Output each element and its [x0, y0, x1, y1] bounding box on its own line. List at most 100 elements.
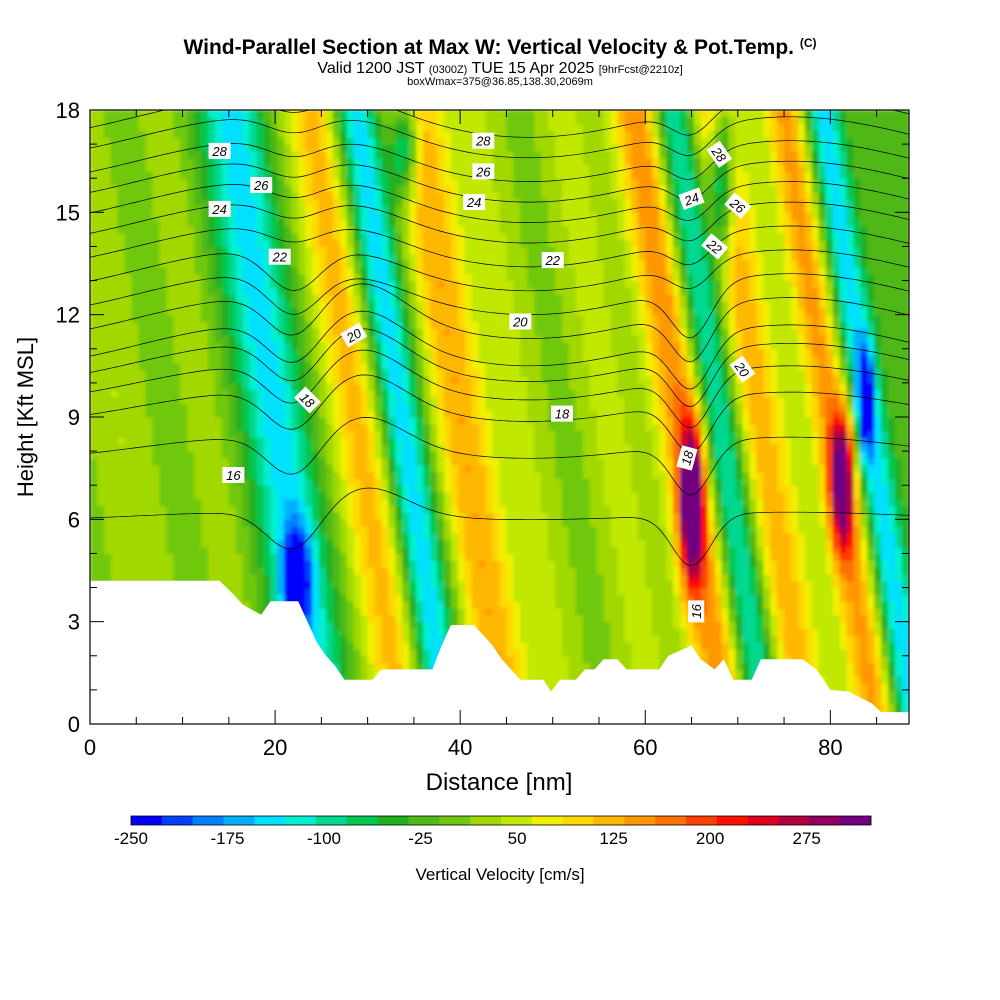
velocity-cell [450, 423, 459, 432]
velocity-cell [360, 662, 369, 670]
velocity-cell [187, 321, 195, 329]
velocity-cell [367, 266, 376, 275]
velocity-cell [201, 403, 209, 411]
velocity-cell [457, 546, 466, 554]
velocity-cell [416, 355, 424, 363]
velocity-cell [152, 110, 160, 118]
velocity-cell [395, 560, 403, 568]
velocity-cell [187, 526, 195, 534]
velocity-cell [103, 266, 112, 275]
velocity-cell [395, 621, 403, 630]
velocity-cell [402, 171, 410, 179]
velocity-cell [291, 314, 299, 323]
velocity-cell [423, 560, 431, 568]
velocity-cell [409, 178, 417, 186]
velocity-cell [388, 260, 396, 268]
velocity-cell [90, 369, 98, 377]
velocity-cell [208, 533, 216, 541]
velocity-cell [221, 348, 230, 357]
velocity-cell [96, 301, 105, 309]
velocity-cell [228, 444, 237, 452]
velocity-cell [416, 573, 424, 582]
velocity-cell [388, 137, 396, 145]
velocity-cell [360, 437, 369, 445]
velocity-cell [138, 355, 147, 363]
velocity-cell [305, 342, 313, 350]
velocity-cell [423, 539, 431, 548]
velocity-cell [159, 157, 167, 166]
velocity-cell [138, 410, 147, 418]
velocity-cell [395, 410, 403, 418]
velocity-cell [346, 642, 355, 650]
velocity-cell [332, 492, 341, 500]
velocity-cell [402, 560, 410, 568]
velocity-cell [187, 457, 195, 466]
velocity-cell [180, 451, 188, 459]
velocity-cell [464, 567, 473, 575]
velocity-cell [124, 130, 133, 138]
velocity-cell [194, 471, 202, 479]
velocity-cell [249, 546, 258, 554]
velocity-cell [430, 226, 438, 234]
velocity-cell [409, 608, 417, 616]
velocity-cell [103, 328, 112, 336]
velocity-cell [249, 539, 258, 548]
velocity-cell [360, 226, 369, 234]
velocity-cell [450, 280, 459, 288]
velocity-cell [312, 123, 320, 131]
velocity-cell [208, 260, 216, 268]
velocity-cell [305, 185, 313, 193]
velocity-cell [96, 533, 105, 541]
velocity-cell [367, 144, 376, 152]
velocity-cell [208, 369, 216, 377]
velocity-cell [409, 512, 417, 520]
velocity-cell [152, 301, 160, 309]
velocity-cell [221, 342, 230, 350]
velocity-cell [145, 478, 153, 486]
velocity-cell [367, 642, 376, 650]
velocity-cell [360, 492, 369, 500]
velocity-cell [166, 116, 174, 125]
velocity-cell [256, 280, 265, 288]
velocity-cell [277, 335, 285, 343]
velocity-cell [353, 130, 362, 138]
velocity-cell [235, 451, 244, 459]
velocity-cell [103, 430, 112, 438]
velocity-cell [353, 191, 362, 200]
velocity-cell [138, 123, 147, 131]
velocity-cell [464, 110, 473, 118]
velocity-cell [416, 498, 424, 507]
velocity-cell [291, 273, 299, 282]
velocity-cell [423, 614, 431, 623]
velocity-cell [214, 355, 223, 363]
velocity-cell [235, 417, 244, 425]
velocity-cell [96, 137, 105, 145]
velocity-cell [312, 533, 320, 541]
velocity-cell [360, 423, 369, 432]
velocity-cell [145, 314, 153, 323]
velocity-cell [416, 662, 424, 670]
velocity-cell [214, 342, 223, 350]
velocity-cell [312, 492, 320, 500]
velocity-cell [388, 614, 396, 623]
velocity-cell [423, 546, 431, 554]
velocity-cell [291, 560, 299, 568]
velocity-cell [305, 294, 313, 302]
velocity-cell [96, 417, 105, 425]
velocity-cell [166, 505, 174, 514]
velocity-cell [131, 226, 140, 234]
velocity-cell [124, 287, 133, 295]
velocity-cell [221, 232, 230, 241]
velocity-cell [263, 273, 271, 282]
velocity-cell [402, 512, 410, 520]
velocity-cell [332, 362, 341, 370]
velocity-cell [173, 307, 181, 316]
velocity-cell [353, 410, 362, 418]
velocity-cell [166, 301, 174, 309]
velocity-cell [319, 273, 327, 282]
velocity-cell [444, 219, 452, 227]
velocity-cell [291, 280, 299, 288]
velocity-cell [173, 457, 181, 466]
velocity-cell [256, 567, 265, 575]
velocity-cell [291, 457, 299, 466]
